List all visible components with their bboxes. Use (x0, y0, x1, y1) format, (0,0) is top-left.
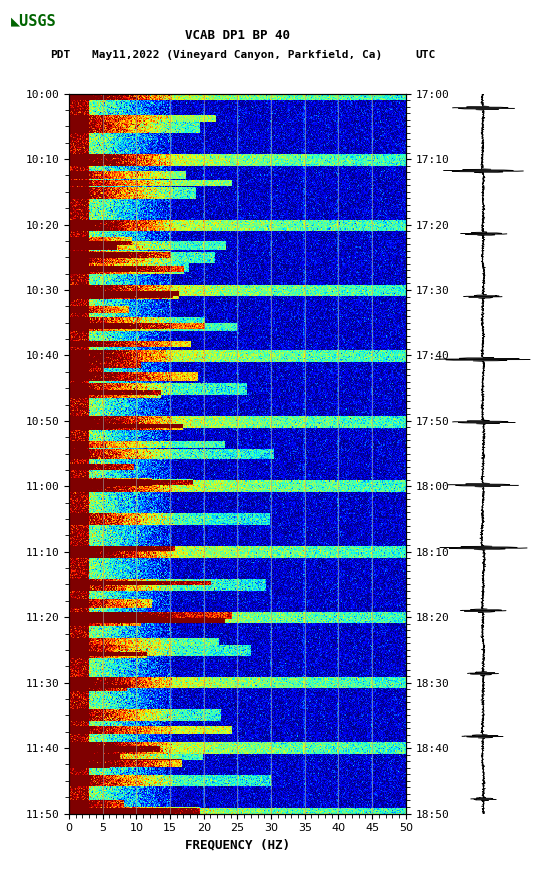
Text: UTC: UTC (415, 50, 435, 61)
Text: ◣USGS: ◣USGS (11, 13, 57, 28)
Text: May11,2022 (Vineyard Canyon, Parkfield, Ca): May11,2022 (Vineyard Canyon, Parkfield, … (92, 50, 383, 61)
X-axis label: FREQUENCY (HZ): FREQUENCY (HZ) (185, 838, 290, 852)
Text: VCAB DP1 BP 40: VCAB DP1 BP 40 (185, 29, 290, 42)
Text: PDT: PDT (50, 50, 70, 61)
